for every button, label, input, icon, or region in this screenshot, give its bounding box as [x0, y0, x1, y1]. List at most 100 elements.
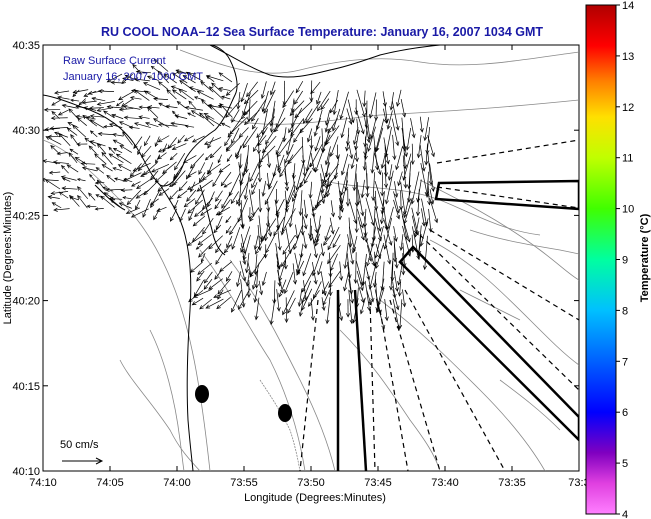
current-vector [343, 271, 350, 292]
current-vector [294, 90, 304, 105]
current-vector [306, 101, 321, 124]
current-vector [339, 180, 349, 212]
current-vector [196, 179, 213, 192]
colorbar-tick-label: 12 [622, 102, 634, 114]
current-vector [191, 297, 204, 306]
current-vector [302, 253, 312, 277]
current-vector [356, 89, 366, 118]
current-vector [402, 155, 408, 189]
current-vector [249, 162, 259, 183]
current-vector [258, 145, 276, 164]
current-vector [122, 131, 133, 146]
colorbar-tick-label: 11 [622, 153, 633, 165]
current-vector [61, 186, 78, 191]
current-vector [142, 161, 158, 176]
current-vector-field [43, 58, 439, 331]
current-vector [223, 243, 233, 254]
current-vector [211, 82, 222, 93]
current-vector [214, 199, 222, 210]
current-vector [230, 191, 240, 205]
current-vector [54, 131, 69, 138]
current-vector [209, 104, 224, 118]
current-vector [61, 165, 69, 174]
current-vector [324, 225, 331, 241]
current-vector [383, 108, 388, 124]
current-vector [196, 270, 205, 282]
current-vector [285, 127, 294, 156]
current-vector [274, 117, 286, 133]
current-vector [357, 189, 365, 217]
current-vector [389, 261, 394, 291]
current-vector [243, 100, 258, 116]
current-vector [275, 135, 286, 155]
current-vector [57, 95, 70, 100]
plot-area [42, 44, 580, 472]
current-vector [397, 171, 403, 187]
colorbar-label: Temperature (°C) [639, 213, 651, 302]
current-vector [268, 171, 276, 190]
current-vector [195, 189, 205, 205]
current-vector [340, 163, 350, 196]
current-vector [228, 173, 241, 197]
current-vector [225, 271, 233, 282]
current-vector [168, 190, 179, 201]
current-vector [249, 207, 260, 222]
current-vector [226, 235, 233, 249]
current-vector [178, 88, 195, 101]
current-vector [403, 197, 413, 225]
current-vector [43, 177, 59, 182]
current-vector [202, 217, 214, 235]
current-vector [115, 100, 124, 107]
current-vector [176, 101, 186, 109]
current-vector [368, 261, 377, 290]
current-vector [393, 199, 401, 220]
current-vector [383, 164, 389, 189]
current-vector [295, 80, 304, 94]
current-vector [285, 189, 295, 209]
current-vector [386, 110, 393, 130]
current-vector [410, 118, 416, 139]
current-vector [213, 224, 222, 234]
current-vector [157, 135, 170, 143]
current-vector [246, 280, 251, 299]
current-vector [188, 86, 204, 92]
current-vector [194, 208, 204, 218]
current-vector [225, 216, 232, 224]
current-vector [97, 89, 115, 94]
current-vector [187, 171, 197, 177]
current-vector [133, 77, 150, 82]
current-vector [66, 127, 78, 136]
current-vector [329, 253, 338, 272]
current-vector [193, 96, 204, 101]
current-vector [108, 153, 124, 163]
x-tick-label: 74:05 [96, 477, 124, 489]
current-vector [352, 164, 357, 192]
current-vector [153, 58, 169, 72]
current-vector [389, 92, 394, 111]
colorbar-tick-label: 9 [622, 255, 628, 267]
current-vector [347, 261, 354, 295]
current-vector [395, 145, 403, 171]
current-vector [151, 164, 170, 173]
current-vector [141, 145, 152, 158]
current-vector [282, 90, 294, 109]
current-vector [346, 299, 351, 318]
current-vector [380, 191, 385, 215]
current-vector [301, 270, 314, 293]
current-vector [198, 172, 206, 183]
current-vector [106, 104, 124, 110]
current-vector [379, 199, 385, 225]
current-vector [329, 217, 335, 235]
current-vector [327, 245, 341, 265]
current-vector [225, 100, 241, 118]
current-vector [367, 126, 376, 153]
current-vector [265, 235, 276, 254]
current-vector [205, 74, 224, 82]
current-vector [236, 271, 241, 288]
current-vector [197, 234, 212, 246]
current-vector [146, 75, 159, 81]
x-axis-ticks: 74:10 74:05 74:00 73:55 73:50 73:45 73:40 73:35… [29, 45, 590, 489]
current-vector [327, 172, 338, 188]
current-vector [198, 243, 213, 258]
